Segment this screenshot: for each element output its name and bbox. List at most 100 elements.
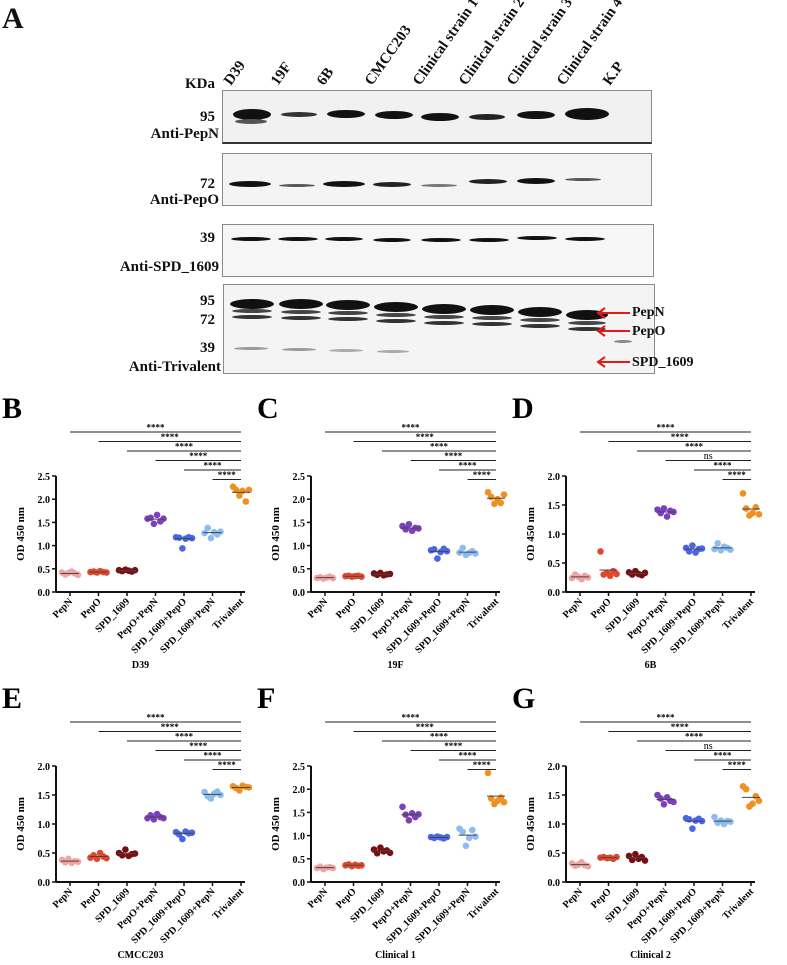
significance-label: ****	[218, 470, 237, 480]
data-point	[657, 795, 664, 802]
panel-letter: D	[512, 392, 534, 425]
data-point	[469, 826, 476, 834]
data-point	[204, 524, 211, 532]
significance-label: ****	[459, 461, 478, 471]
y-axis-label: OD 450 nm	[525, 797, 537, 851]
y-axis-label: OD 450 nm	[15, 797, 27, 851]
data-point	[749, 800, 756, 807]
data-point	[685, 816, 693, 823]
significance-label: ****	[416, 432, 435, 442]
x-axis-label: 19F	[387, 660, 403, 671]
x-tick-label: PepN	[51, 886, 76, 911]
data-point	[584, 574, 592, 581]
mw-39-trivalent: 39	[200, 340, 215, 356]
y-axis-label: OD 450 nm	[525, 507, 537, 561]
arrow-label-pepn: PepN	[632, 305, 665, 320]
data-point	[727, 818, 734, 825]
data-point	[606, 572, 614, 580]
y-tick-label: 0.5	[293, 565, 306, 576]
data-point	[739, 490, 747, 497]
y-tick-label: 1.5	[38, 518, 51, 529]
significance-label: ****	[161, 722, 180, 732]
data-point	[459, 828, 466, 836]
data-point	[236, 787, 243, 794]
y-tick-label: 1.0	[293, 542, 306, 553]
significance-label: ****	[402, 423, 421, 433]
y-tick-label: 0.5	[38, 565, 51, 576]
significance-label: ****	[657, 423, 676, 433]
significance-label: ****	[161, 432, 180, 442]
data-point	[160, 814, 167, 822]
mw-72-trivalent: 72	[200, 312, 215, 328]
y-tick-label: 2.5	[293, 762, 306, 773]
data-point	[74, 858, 82, 865]
arrow-label-pepo: PepO	[632, 324, 666, 339]
y-tick-label: 2.5	[293, 472, 306, 483]
significance-label: ****	[728, 470, 747, 480]
data-point	[497, 499, 505, 507]
significance-label: ****	[416, 722, 435, 732]
data-point	[207, 795, 215, 802]
lane-label: D39	[221, 58, 250, 89]
data-point	[242, 498, 250, 505]
data-point	[613, 570, 620, 578]
mw-72-pepo: 72	[200, 176, 215, 192]
data-point	[150, 816, 158, 823]
data-point	[689, 825, 696, 832]
y-tick-label: 1.5	[38, 791, 51, 802]
significance-label: ****	[459, 751, 478, 761]
data-point	[373, 849, 381, 857]
significance-label: ****	[444, 741, 463, 751]
kda-label: KDa	[185, 76, 215, 92]
data-point	[245, 486, 253, 494]
data-point	[122, 846, 129, 853]
data-point	[118, 852, 126, 859]
data-point	[584, 863, 592, 870]
data-point	[175, 534, 183, 542]
significance-label: ****	[147, 423, 166, 433]
panel-letter: F	[257, 682, 275, 715]
data-point	[742, 505, 750, 512]
y-tick-label: 2.0	[38, 495, 51, 506]
y-tick-label: 0.0	[548, 588, 561, 599]
data-point	[632, 850, 639, 858]
panel-letter: E	[2, 682, 22, 715]
y-tick-label: 1.0	[38, 542, 51, 553]
y-tick-label: 0.0	[293, 878, 306, 889]
data-point	[698, 545, 706, 552]
data-point	[188, 829, 196, 836]
significance-label: ****	[175, 442, 194, 452]
data-point	[755, 797, 763, 805]
antibody-label-pepn: Anti-PepN	[150, 126, 219, 142]
y-tick-label: 1.5	[548, 501, 561, 512]
x-tick-label: PepO	[334, 596, 359, 621]
x-tick-label: Trivalent	[466, 596, 502, 632]
y-tick-label: 0.5	[38, 849, 51, 860]
y-tick-label: 1.5	[293, 808, 306, 819]
y-tick-label: 0.5	[548, 559, 561, 570]
data-point	[472, 833, 479, 840]
y-tick-label: 1.5	[293, 518, 306, 529]
data-point	[742, 785, 750, 793]
data-point	[641, 857, 649, 864]
significance-label: ****	[473, 760, 492, 770]
significance-label: ****	[671, 722, 690, 732]
data-point	[405, 520, 413, 528]
data-point	[232, 486, 240, 494]
y-axis-label: OD 450 nm	[270, 797, 282, 851]
significance-label: ****	[473, 470, 492, 480]
y-tick-label: 1.0	[548, 530, 561, 541]
x-axis-label: Clinical 1	[375, 950, 416, 961]
x-tick-label: PepO	[334, 886, 359, 911]
panel-letter: C	[257, 392, 279, 425]
mw-95-pepn: 95	[200, 109, 215, 125]
data-point	[74, 571, 82, 579]
mw-39-spd1609: 39	[200, 230, 215, 246]
data-point	[487, 493, 495, 501]
mw-95-trivalent: 95	[200, 293, 215, 309]
x-axis-label: CMCC203	[117, 950, 163, 961]
significance-label: ****	[430, 732, 449, 742]
data-point	[179, 835, 186, 843]
